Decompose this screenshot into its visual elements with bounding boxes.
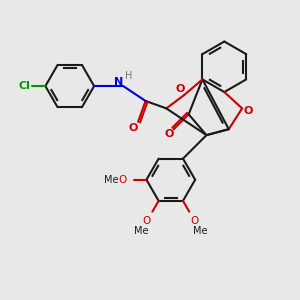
Text: O: O [243, 106, 253, 116]
Text: Me: Me [104, 175, 118, 185]
Text: Cl: Cl [19, 81, 31, 91]
Text: O: O [118, 175, 127, 185]
Text: Me: Me [193, 226, 208, 236]
Text: O: O [191, 216, 199, 226]
Text: N: N [114, 76, 123, 87]
Text: O: O [165, 129, 174, 139]
Text: Me: Me [134, 226, 148, 236]
Text: O: O [128, 123, 137, 133]
Text: O: O [175, 84, 184, 94]
Text: H: H [125, 71, 132, 81]
Text: O: O [142, 216, 151, 226]
